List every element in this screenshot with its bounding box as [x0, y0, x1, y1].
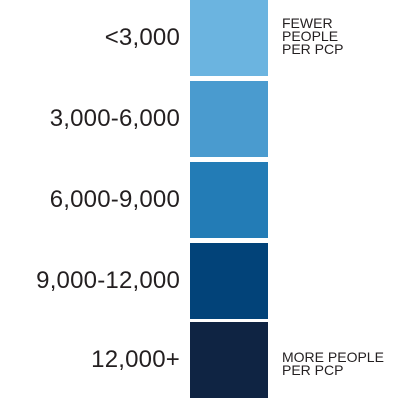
legend-swatch [190, 162, 268, 238]
legend-swatch [190, 81, 268, 157]
legend-swatch [190, 0, 268, 76]
fewer-people-note: FEWER PEOPLE PER PCP [282, 15, 344, 57]
legend-label: 9,000-12,000 [36, 267, 180, 294]
legend-swatch [190, 243, 268, 319]
legend-row-under-3000: <3,000 [0, 0, 413, 76]
legend-row-9000-12000: 9,000-12,000 [0, 243, 413, 319]
legend-row-3000-6000: 3,000-6,000 [0, 81, 413, 157]
more-people-note: MORE PEOPLE PER PCP [282, 349, 384, 378]
legend-label: 6,000-9,000 [49, 186, 180, 213]
legend-label: 12,000+ [91, 346, 180, 373]
legend-label: <3,000 [104, 24, 180, 51]
legend-swatch [190, 322, 268, 398]
legend-row-6000-9000: 6,000-9,000 [0, 162, 413, 238]
legend-label: 3,000-6,000 [49, 105, 180, 132]
legend-row-12000-plus: 12,000+ [0, 322, 413, 398]
